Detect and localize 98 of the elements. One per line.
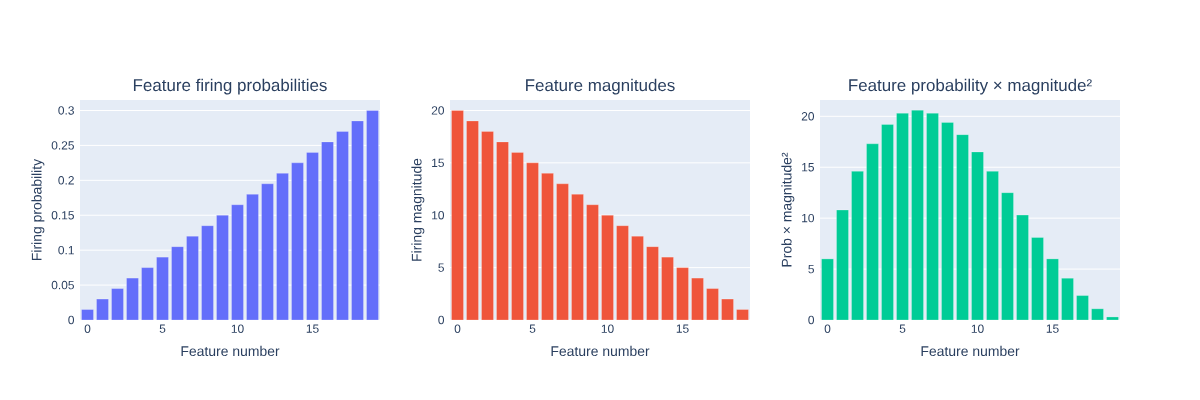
- bar: [246, 194, 259, 320]
- bar: [896, 112, 909, 320]
- x-tick-label: 15: [1046, 324, 1059, 333]
- x-tick-label: 0: [454, 324, 461, 333]
- x-tick-label: 5: [899, 324, 906, 333]
- bar: [141, 267, 154, 320]
- y-tick-label: 5: [808, 264, 814, 274]
- bar: [1016, 214, 1029, 320]
- bar: [601, 214, 614, 320]
- x-tick-label: 10: [231, 324, 244, 333]
- y-axis-title: Firing probability: [31, 158, 45, 261]
- bar: [111, 288, 124, 320]
- bar: [646, 246, 659, 320]
- bar: [1061, 277, 1074, 320]
- y-axis-title: Firing magnitude: [411, 158, 425, 261]
- y-tick-label: 0: [68, 315, 75, 325]
- bar: [201, 225, 214, 320]
- bar: [661, 256, 674, 320]
- chart-title: Feature firing probabilities: [133, 78, 327, 95]
- y-tick-label: 0.15: [51, 211, 74, 220]
- y-tick-label: 0: [808, 315, 815, 325]
- bar: [126, 277, 139, 320]
- bar: [186, 235, 199, 320]
- bar: [1076, 295, 1089, 320]
- x-tick-label: 15: [676, 324, 689, 333]
- chart-title: Feature probability × magnitude²: [849, 78, 1092, 95]
- bar: [866, 143, 879, 320]
- bar: [481, 131, 494, 320]
- bar: [336, 131, 349, 320]
- chart-title: Feature magnitudes: [526, 78, 675, 95]
- x-tick-label: 0: [824, 324, 831, 333]
- y-tick-label: 20: [431, 106, 445, 115]
- y-tick-label: 0.05: [51, 280, 74, 290]
- x-tick-label: 0: [84, 324, 91, 333]
- bar: [171, 246, 184, 320]
- bar: [526, 162, 539, 320]
- bar: [691, 277, 704, 320]
- bar: [156, 256, 169, 320]
- bar: [496, 141, 509, 320]
- bar: [971, 151, 984, 320]
- x-tick-label: 5: [159, 324, 166, 333]
- bar: [926, 112, 939, 320]
- y-tick-label: 15: [432, 158, 444, 168]
- y-tick-label: 0.25: [51, 141, 74, 150]
- y-tick-label: 0.2: [58, 176, 74, 185]
- bar: [1031, 237, 1044, 320]
- bar: [291, 162, 304, 320]
- y-tick-label: 0.1: [58, 245, 74, 255]
- bar: [556, 183, 569, 320]
- x-axis-title: Feature number: [921, 345, 1020, 357]
- bar: [616, 225, 629, 320]
- x-tick-label: 10: [601, 324, 614, 333]
- bar: [706, 288, 719, 320]
- bar: [511, 152, 524, 320]
- bar: [631, 235, 644, 320]
- bar: [821, 258, 834, 320]
- y-tick-label: 10: [802, 213, 815, 223]
- bar: [261, 183, 274, 320]
- y-tick-label: 10: [432, 211, 445, 220]
- bar: [736, 309, 749, 320]
- bar: [986, 171, 999, 320]
- bar: [881, 124, 894, 320]
- bar: [1106, 316, 1119, 320]
- bar: [1001, 192, 1014, 320]
- bar: [351, 120, 364, 320]
- bar: [1046, 258, 1059, 320]
- bar: [851, 171, 864, 320]
- bar: [1091, 308, 1104, 320]
- bar: [721, 298, 734, 320]
- x-tick-label: 15: [306, 324, 319, 333]
- y-tick-label: 0.3: [58, 106, 74, 115]
- bar: [541, 173, 554, 320]
- y-tick-label: 5: [438, 263, 444, 272]
- y-tick-label: 0: [438, 315, 445, 325]
- bar: [911, 109, 924, 320]
- bar: [81, 309, 94, 320]
- x-axis-title: Feature number: [181, 345, 280, 357]
- bar: [216, 214, 229, 320]
- y-tick-label: 20: [801, 112, 815, 121]
- x-axis-title: Feature number: [551, 345, 650, 357]
- bar: [306, 152, 319, 320]
- bar: [96, 298, 109, 320]
- bar: [466, 120, 479, 320]
- bar: [366, 110, 379, 320]
- bar: [321, 141, 334, 320]
- x-tick-label: 10: [971, 324, 984, 333]
- bar: [276, 173, 289, 320]
- bar: [956, 134, 969, 320]
- bar: [941, 122, 954, 320]
- bar: [571, 194, 584, 320]
- y-axis-title: Prob × magnitude²: [781, 152, 795, 267]
- bar: [676, 267, 689, 320]
- bar: [586, 204, 599, 320]
- bar: [231, 204, 244, 320]
- y-tick-label: 15: [802, 163, 814, 172]
- x-tick-label: 5: [529, 324, 536, 333]
- bar: [451, 110, 464, 320]
- bar: [836, 209, 849, 320]
